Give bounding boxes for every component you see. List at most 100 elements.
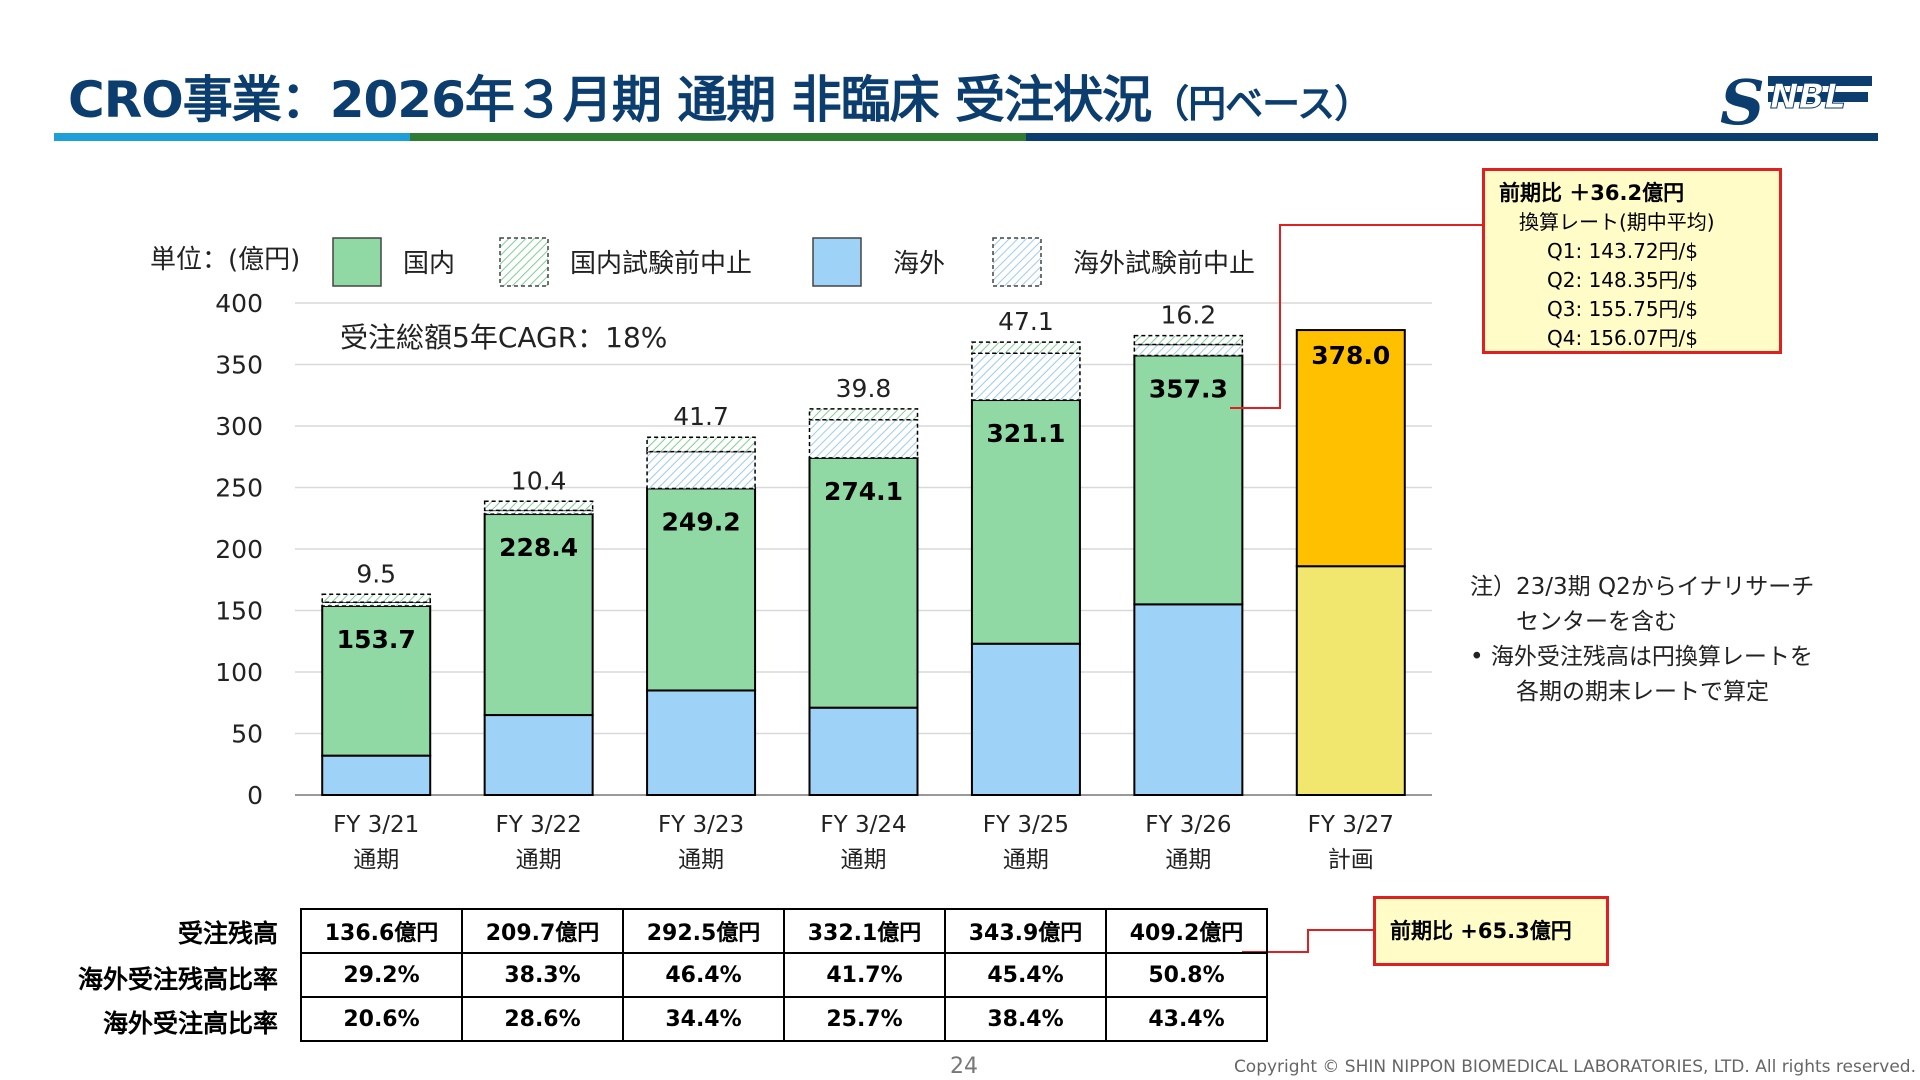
logo-bar-top: [1768, 76, 1872, 86]
bar-domestic: [483, 513, 594, 717]
table-row-backlog: 136.6億円 209.7億円 292.5億円 332.1億円 343.9億円 …: [300, 908, 1268, 954]
stats-table: 136.6億円 209.7億円 292.5億円 332.1億円 343.9億円 …: [300, 908, 1268, 1042]
x-tick-sublabel: 計画: [1328, 847, 1374, 873]
bar-domestic-cancel: [1133, 334, 1244, 346]
page-number: 24: [950, 1054, 978, 1079]
y-tick-label: 50: [231, 720, 263, 749]
x-tick-sublabel: 通期: [678, 847, 724, 873]
rate-q4: Q4: 156.07円/$: [1547, 326, 1699, 350]
bar-overseas: [1133, 603, 1244, 796]
legend-label: 海外試験前中止: [1073, 249, 1255, 279]
bar-domestic-cancel: [808, 408, 919, 421]
rate-box: 前期比 ＋36.2億円 換算レート(期中平均) Q1: 143.72円/$ Q2…: [1482, 168, 1782, 354]
header-rule-green: [410, 133, 1026, 141]
bar-plan-lower: [1295, 565, 1406, 796]
y-tick-label: 150: [215, 597, 263, 626]
rate-connector: [1230, 224, 1482, 409]
logo-nbl: NBL: [1770, 77, 1846, 117]
x-tick-label: FY 3/26: [1145, 812, 1231, 838]
bar-overseas: [970, 642, 1081, 797]
logo-s: S: [1720, 68, 1765, 128]
x-tick-label: FY 3/25: [983, 812, 1069, 838]
x-tick-label: FY 3/23: [658, 812, 744, 838]
cancel-label: 39.8: [836, 374, 892, 403]
x-tick-sublabel: 通期: [1003, 847, 1049, 873]
bar-domestic: [1133, 354, 1244, 606]
legend-swatch: [332, 237, 382, 287]
copyright: Copyright © SHIN NIPPON BIOMEDICAL LABOR…: [1233, 1057, 1916, 1077]
cancel-label: 10.4: [511, 466, 567, 495]
bar-overseas-cancel: [321, 601, 431, 607]
y-tick-label: 100: [215, 658, 263, 687]
legend-label: 海外: [893, 249, 945, 279]
table-cell: 292.5億円: [622, 908, 785, 954]
table-cell: 38.4%: [944, 996, 1107, 1042]
legend: 国内 国内試験前中止 海外 海外試験前中止: [332, 237, 1255, 287]
legend-swatch: [812, 237, 862, 287]
rate-q2: Q2: 148.35円/$: [1547, 268, 1699, 292]
legend-swatch: [992, 237, 1042, 287]
table-row-overseas-backlog-ratio: 29.2% 38.3% 46.4% 41.7% 45.4% 50.8%: [300, 952, 1268, 998]
bar-domestic-cancel: [321, 593, 431, 604]
bar-overseas-cancel: [808, 418, 919, 459]
bar-overseas: [646, 689, 757, 797]
table-cell: 46.4%: [622, 952, 785, 998]
table-cell: 136.6億円: [300, 908, 463, 954]
legend-label: 国内: [403, 249, 455, 279]
x-tick-label: FY 3/24: [820, 812, 906, 838]
unit-label: 単位：(億円): [150, 245, 300, 275]
total-label: 321.1: [986, 419, 1065, 448]
total-label: 228.4: [499, 533, 578, 562]
x-axis: FY 3/21 通期 FY 3/22 通期 FY 3/23 通期 FY 3/24 通期 FY 3…: [333, 812, 1394, 873]
total-label: 153.7: [337, 625, 416, 654]
note-line-4: 各期の期末レートで算定: [1516, 679, 1769, 705]
bar-overseas: [808, 706, 919, 796]
bar-plan-upper: [1295, 329, 1406, 568]
bar-domestic: [321, 604, 432, 757]
x-tick-sublabel: 通期: [1165, 847, 1211, 873]
table-cell: 38.3%: [461, 952, 624, 998]
rate-q1: Q1: 143.72円/$: [1547, 239, 1699, 263]
bar-domestic-cancel: [483, 500, 594, 512]
row-label-overseas-orders-ratio: 海外受注高比率: [102, 1009, 278, 1038]
bar-overseas-cancel: [483, 509, 594, 515]
table-row-overseas-orders-ratio: 20.6% 28.6% 34.4% 25.7% 38.4% 43.4%: [300, 996, 1268, 1042]
cagr-annotation: 受注総額5年CAGR：18%: [340, 321, 667, 354]
x-tick-label: FY 3/22: [496, 812, 582, 838]
table-cell: 34.4%: [622, 996, 785, 1042]
bar-domestic: [808, 456, 919, 709]
table-cell: 332.1億円: [783, 908, 946, 954]
table-cell: 20.6%: [300, 996, 463, 1042]
row-label-backlog: 受注残高: [177, 919, 278, 948]
bar-overseas-cancel: [646, 450, 756, 490]
bar-overseas: [483, 714, 594, 796]
bar-overseas: [321, 754, 432, 797]
total-label: 378.0: [1311, 341, 1390, 370]
legend-label: 国内試験前中止: [570, 249, 752, 279]
cancel-label: 9.5: [356, 559, 396, 588]
page-title-main: CRO事業：2026年３月期 通期 非臨床 受注状況: [68, 71, 1152, 129]
note-line-2: センターを含む: [1516, 609, 1677, 635]
page-title: CRO事業：2026年３月期 通期 非臨床 受注状況（円ベース）: [68, 60, 1372, 132]
y-tick-label: 0: [247, 781, 263, 810]
cancel-label: 41.7: [673, 402, 729, 431]
total-label: 357.3: [1149, 375, 1228, 404]
row-label-overseas-backlog-ratio: 海外受注残高比率: [77, 965, 278, 994]
x-tick-label: FY 3/27: [1308, 812, 1394, 838]
bar-overseas-cancel: [971, 352, 1081, 401]
y-axis: 0 50 100 150 200 250 300 350 400: [215, 289, 263, 810]
company-logo: S NBL: [1720, 68, 1872, 128]
y-tick-label: 300: [215, 412, 263, 441]
x-tick-label: FY 3/21: [333, 812, 419, 838]
total-label: 249.2: [662, 507, 741, 536]
bar-domestic-cancel: [971, 341, 1081, 355]
table-cell: 409.2億円: [1105, 908, 1268, 954]
logo-bar-mid: [1768, 92, 1868, 102]
rate-box-label: 換算レート(期中平均): [1519, 210, 1715, 234]
note-line-3: • 海外受注残高は円換算レートを: [1470, 644, 1813, 670]
table-cell: 43.4%: [1105, 996, 1268, 1042]
x-tick-sublabel: 通期: [353, 847, 399, 873]
table-cell: 343.9億円: [944, 908, 1107, 954]
table-cell: 41.7%: [783, 952, 946, 998]
notes: 注）23/3期 Q2からイナリサーチ センターを含む • 海外受注残高は円換算レ…: [1470, 570, 1814, 710]
